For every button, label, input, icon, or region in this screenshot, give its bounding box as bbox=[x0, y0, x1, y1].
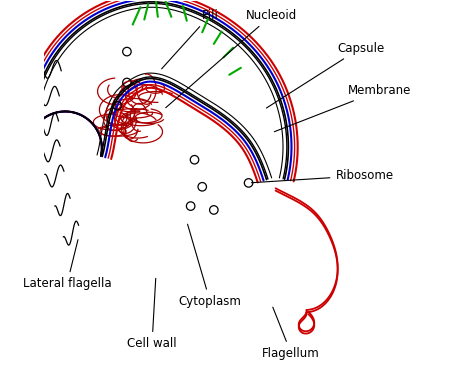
Text: Capsule: Capsule bbox=[266, 42, 384, 108]
Text: Nucleoid: Nucleoid bbox=[166, 9, 297, 108]
Text: Membrane: Membrane bbox=[274, 84, 411, 132]
Text: Cytoplasm: Cytoplasm bbox=[179, 224, 241, 308]
Text: Flagellum: Flagellum bbox=[262, 307, 320, 360]
Text: Ribosome: Ribosome bbox=[251, 169, 393, 183]
Polygon shape bbox=[29, 4, 287, 179]
Text: Lateral flagella: Lateral flagella bbox=[23, 240, 111, 290]
Text: Pili: Pili bbox=[162, 9, 219, 69]
Text: Cell wall: Cell wall bbox=[127, 279, 177, 350]
